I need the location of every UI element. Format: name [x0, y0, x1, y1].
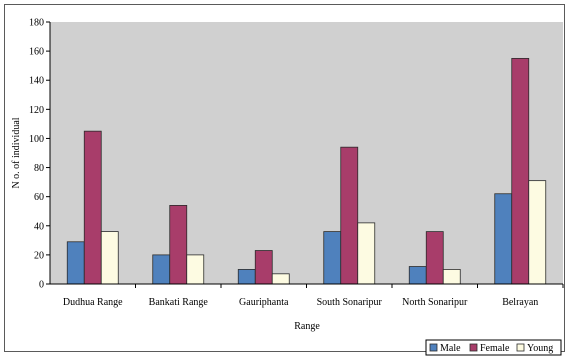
bar-young: [528, 180, 547, 285]
y-tick-label: 180: [29, 18, 44, 29]
legend-box: [425, 339, 562, 356]
bars: [66, 57, 547, 285]
x-tick-label: South Sonaripur: [317, 297, 383, 308]
y-tick-label: 100: [29, 134, 44, 145]
y-tick-label: 80: [34, 163, 44, 174]
y-axis-title: N o. of individual: [11, 117, 22, 188]
bar-female: [340, 146, 359, 285]
bar-female: [425, 231, 444, 285]
bar-male: [237, 269, 256, 285]
bar-young: [442, 269, 461, 285]
x-tick-label: North Sonaripur: [402, 297, 468, 308]
bar-female: [511, 57, 530, 285]
bar-young: [100, 231, 119, 285]
plot-area: [50, 22, 563, 284]
y-tick-label: 140: [29, 76, 44, 87]
x-axis-ticks: Dudhua Range Bankati Range Gauriphanta Sout…: [63, 284, 564, 308]
x-tick-label: Gauriphanta: [239, 297, 289, 308]
bar-female: [83, 130, 102, 285]
y-tick-label: 0: [39, 280, 44, 291]
bar-male: [66, 241, 85, 285]
y-axis-ticks: 0 20 40 60 80 100 120 140 160 180: [29, 18, 50, 291]
bar-female: [254, 250, 273, 285]
x-tick-label: Dudhua Range: [63, 297, 123, 308]
bar-male: [152, 254, 171, 285]
bar-male: [494, 193, 513, 285]
legend-label-female: Female: [480, 343, 510, 354]
y-tick-label: 60: [34, 192, 44, 203]
y-tick-label: 40: [34, 221, 44, 232]
legend-label-male: Male: [440, 343, 461, 354]
x-axis-title: Range: [294, 321, 320, 332]
legend-swatch-male: [429, 343, 438, 352]
y-tick-label: 160: [29, 47, 44, 58]
y-tick-label: 20: [34, 250, 44, 261]
bar-young: [357, 222, 376, 285]
bar-young: [271, 273, 290, 285]
legend: Male Female Young: [425, 339, 562, 356]
legend-swatch-young: [516, 343, 525, 352]
legend-swatch-female: [469, 343, 478, 352]
x-tick-label: Belrayan: [502, 297, 538, 308]
y-tick-label: 120: [29, 105, 44, 116]
bar-male: [408, 266, 427, 285]
bar-female: [169, 204, 188, 285]
legend-label-young: Young: [527, 343, 553, 354]
bar-male: [323, 231, 342, 285]
x-tick-label: Bankati Range: [149, 297, 209, 308]
bar-young: [186, 254, 205, 285]
